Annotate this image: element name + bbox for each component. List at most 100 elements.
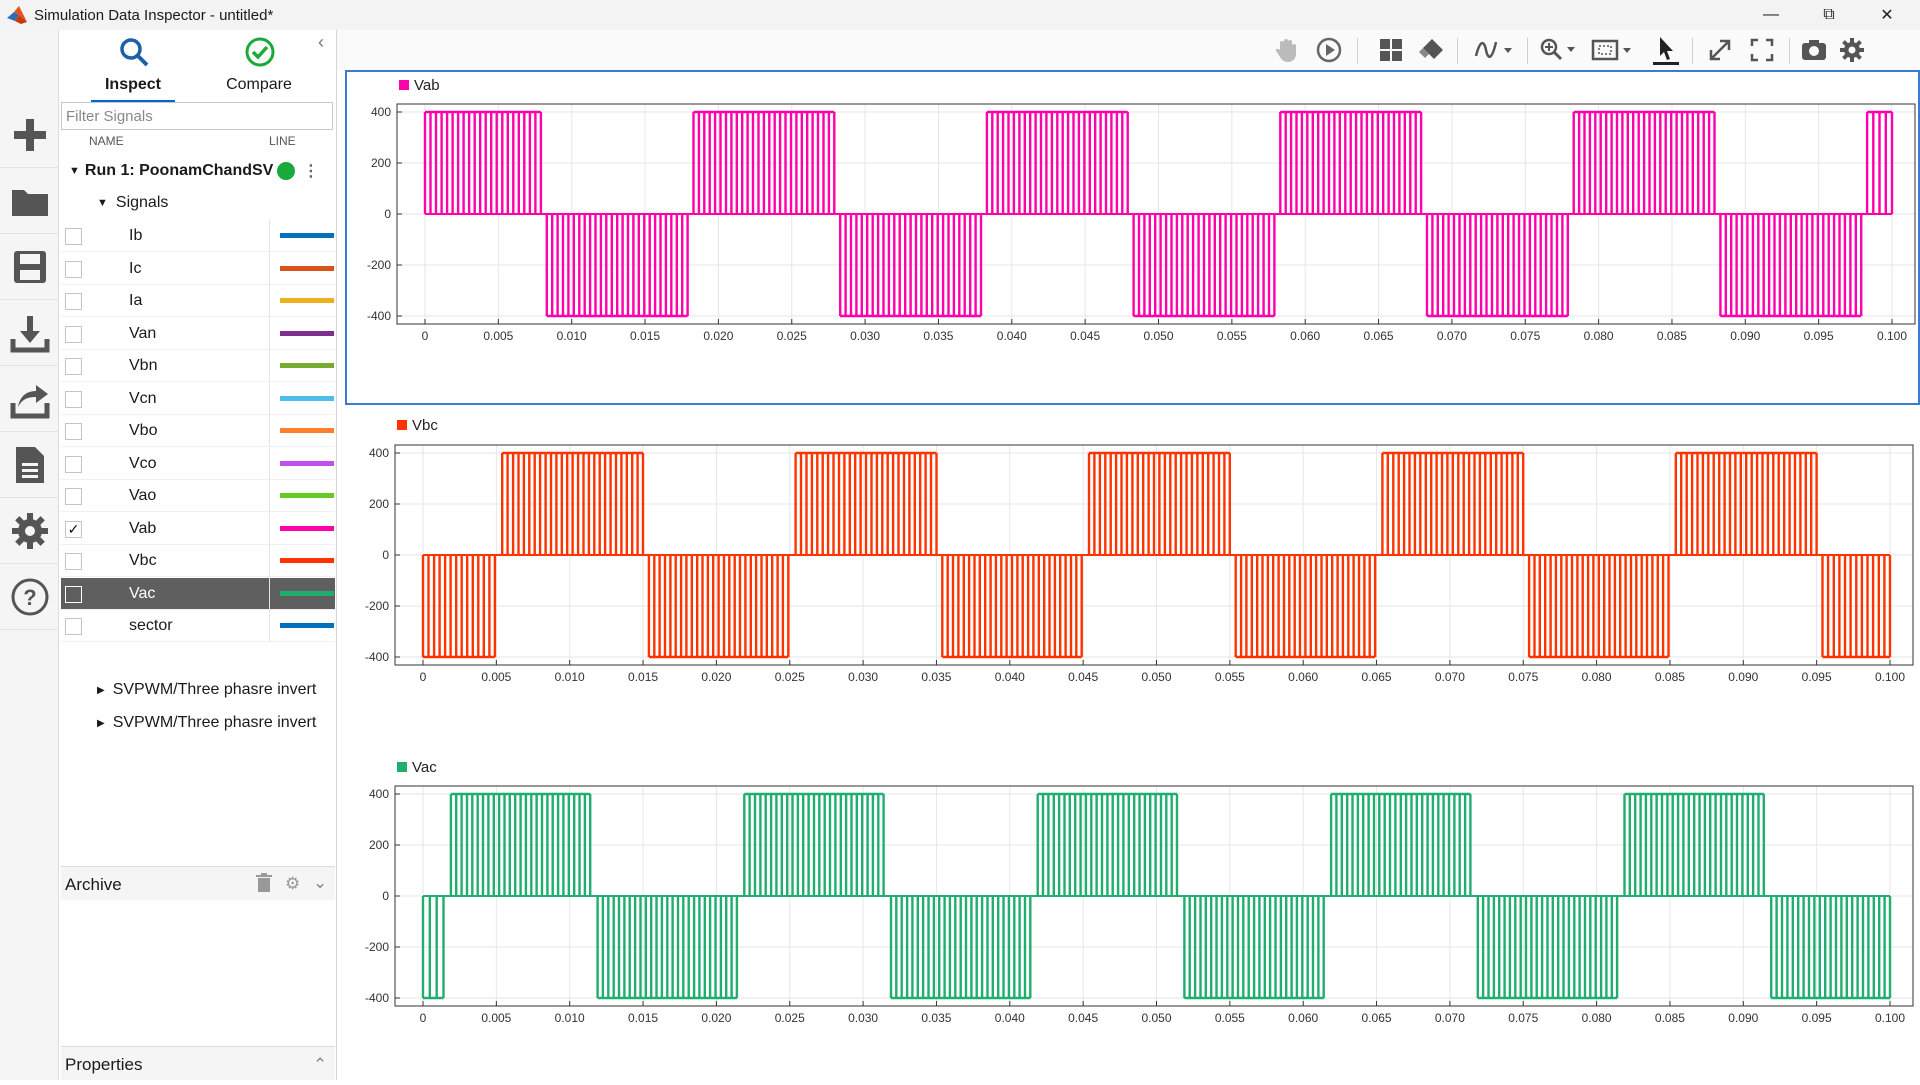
expand-subgroup-icon[interactable]: ▶ bbox=[97, 684, 105, 696]
signal-checkbox[interactable] bbox=[65, 553, 82, 570]
collapse-signals-icon[interactable]: ▼ bbox=[97, 197, 108, 209]
trash-icon[interactable] bbox=[256, 873, 272, 893]
archive-settings-icon[interactable]: ⚙ bbox=[285, 874, 301, 893]
y-tick-label: -400 bbox=[367, 309, 391, 323]
expand-subgroup-icon[interactable]: ▶ bbox=[97, 717, 105, 729]
export-button[interactable] bbox=[0, 366, 59, 432]
signal-checkbox[interactable]: ✓ bbox=[65, 520, 82, 538]
tab-inspect[interactable]: Inspect bbox=[83, 30, 183, 103]
line-style-swatch[interactable] bbox=[280, 558, 334, 563]
signal-checkbox[interactable] bbox=[65, 585, 82, 603]
signal-row-ic[interactable]: Ic bbox=[61, 252, 335, 285]
zoom-icon[interactable] bbox=[1537, 36, 1581, 64]
signals-group-row[interactable]: ▼ Signals bbox=[61, 187, 335, 219]
filter-signals-input[interactable]: Filter Signals bbox=[61, 102, 333, 130]
signal-checkbox[interactable] bbox=[65, 325, 82, 343]
signal-checkbox[interactable] bbox=[65, 228, 82, 245]
line-style-swatch[interactable] bbox=[280, 265, 334, 271]
save-button[interactable] bbox=[0, 234, 59, 300]
pan-icon[interactable] bbox=[1272, 36, 1302, 64]
layout-icon[interactable] bbox=[1377, 36, 1405, 64]
signal-checkbox[interactable] bbox=[65, 260, 82, 278]
new-button[interactable] bbox=[0, 102, 59, 168]
help-button[interactable]: ? bbox=[0, 564, 59, 630]
plot-area-2[interactable]: Vbc 0 0.005 0.010 0.015 0.020 0.025 0.030 0.035 0… bbox=[345, 410, 1920, 746]
fullscreen-icon[interactable] bbox=[1747, 36, 1777, 64]
signal-row-vbo[interactable]: Vbo bbox=[61, 415, 335, 447]
preferences-button[interactable] bbox=[0, 498, 59, 564]
signal-checkbox[interactable] bbox=[65, 488, 82, 505]
snapshot-icon[interactable] bbox=[1799, 36, 1829, 64]
expand-icon[interactable] bbox=[1705, 36, 1735, 64]
signal-checkbox[interactable] bbox=[65, 618, 82, 635]
signal-row-vbn[interactable]: Vbn bbox=[61, 350, 335, 382]
signal-row-vab[interactable]: ✓ Vab bbox=[61, 512, 335, 545]
report-button[interactable] bbox=[0, 432, 59, 498]
x-tick-label: 0.095 bbox=[1804, 329, 1834, 343]
run-menu-icon[interactable]: ⋮ bbox=[302, 163, 319, 180]
import-button[interactable] bbox=[0, 300, 59, 366]
tab-compare-label: Compare bbox=[226, 76, 292, 93]
signal-checkbox[interactable] bbox=[65, 423, 82, 440]
y-tick-label: 400 bbox=[369, 446, 389, 460]
line-style-swatch[interactable] bbox=[280, 525, 334, 531]
collapse-panel-icon[interactable]: ‹ bbox=[318, 32, 324, 52]
line-style-swatch[interactable] bbox=[280, 428, 334, 433]
line-style-swatch[interactable] bbox=[280, 590, 334, 596]
tab-compare[interactable]: Compare bbox=[209, 30, 309, 100]
signal-row-van[interactable]: Van bbox=[61, 317, 335, 350]
cursor-icon[interactable] bbox=[1649, 36, 1683, 65]
signal-row-sector[interactable]: sector bbox=[61, 610, 335, 642]
signal-name: Vcn bbox=[129, 389, 157, 407]
open-button[interactable] bbox=[0, 168, 59, 234]
signal-checkbox[interactable] bbox=[65, 390, 82, 408]
signal-style-icon[interactable] bbox=[1472, 36, 1516, 64]
x-tick-label: 0.005 bbox=[483, 329, 513, 343]
line-style-swatch[interactable] bbox=[280, 330, 334, 336]
line-style-swatch[interactable] bbox=[280, 395, 334, 401]
signal-row-vcn[interactable]: Vcn bbox=[61, 382, 335, 415]
signal-checkbox[interactable] bbox=[65, 455, 82, 473]
fit-to-view-icon[interactable] bbox=[1589, 36, 1637, 64]
x-tick-label: 0.075 bbox=[1508, 1011, 1538, 1025]
column-divider bbox=[269, 415, 270, 447]
line-style-swatch[interactable] bbox=[280, 363, 334, 368]
chevron-up-icon[interactable]: ⌃ bbox=[313, 1055, 328, 1074]
pwm-pulse-group bbox=[1087, 453, 1231, 555]
signal-row-vbc[interactable]: Vbc bbox=[61, 545, 335, 577]
chevron-down-icon[interactable]: ⌄ bbox=[313, 873, 328, 892]
column-divider bbox=[269, 480, 270, 512]
clear-icon[interactable] bbox=[1417, 36, 1445, 64]
column-divider bbox=[269, 512, 270, 545]
collapse-run-icon[interactable]: ▼ bbox=[69, 165, 80, 177]
signal-row-vac[interactable]: Vac bbox=[61, 577, 335, 610]
x-tick-label: 0.020 bbox=[701, 670, 731, 684]
line-style-swatch[interactable] bbox=[280, 493, 334, 498]
archive-section[interactable]: Archive ⚙ ⌄ bbox=[61, 866, 335, 900]
minimize-button[interactable]: — bbox=[1763, 6, 1779, 23]
plot-area-3[interactable]: Vac 0 0.005 0.010 0.015 0.020 0.025 0.030 0.035 0… bbox=[345, 748, 1920, 1080]
signal-row-vco[interactable]: Vco bbox=[61, 447, 335, 480]
settings-icon[interactable] bbox=[1837, 36, 1867, 64]
line-style-swatch[interactable] bbox=[280, 623, 334, 628]
signal-checkbox[interactable] bbox=[65, 293, 82, 310]
x-tick-label: 0.100 bbox=[1875, 1011, 1905, 1025]
plot-area-1[interactable]: Vab 0 0.005 0.010 0.015 0.020 0.025 0.030 0.035 0… bbox=[345, 70, 1920, 405]
y-tick-label: 200 bbox=[369, 838, 389, 852]
signal-row-ia[interactable]: Ia bbox=[61, 285, 335, 317]
svg-text:?: ? bbox=[23, 585, 36, 610]
replay-icon[interactable] bbox=[1314, 36, 1344, 64]
subgroup-row[interactable]: ▶ SVPWM/Three phasre invert bbox=[61, 707, 335, 739]
line-style-swatch[interactable] bbox=[280, 298, 334, 303]
restore-button[interactable]: ⧉ bbox=[1823, 6, 1835, 23]
properties-section[interactable]: Properties ⌃ bbox=[61, 1046, 335, 1080]
run-row[interactable]: ▼ Run 1: PoonamChandSVI ⋮ bbox=[61, 155, 335, 187]
y-tick-label: 200 bbox=[369, 497, 389, 511]
close-button[interactable]: ✕ bbox=[1880, 7, 1894, 24]
signal-row-ib[interactable]: Ib bbox=[61, 220, 335, 252]
signal-checkbox[interactable] bbox=[65, 358, 82, 375]
line-style-swatch[interactable] bbox=[280, 460, 334, 466]
subgroup-row[interactable]: ▶ SVPWM/Three phasre invert bbox=[61, 674, 335, 706]
signal-row-vao[interactable]: Vao bbox=[61, 480, 335, 512]
line-style-swatch[interactable] bbox=[280, 233, 334, 238]
